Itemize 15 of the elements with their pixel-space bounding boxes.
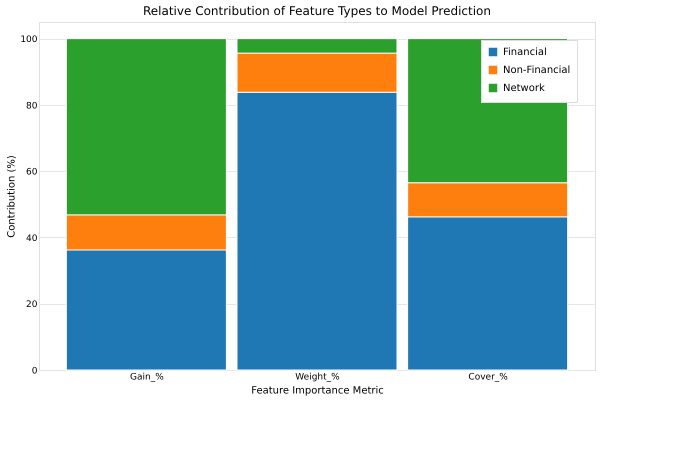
x-axis-title: Feature Importance Metric (251, 386, 384, 396)
chart-title: Relative Contribution of Feature Types to Model Prediction (142, 4, 492, 18)
x-tick-label: Cover_% (468, 372, 508, 382)
y-tick-label: 40 (26, 234, 38, 244)
y-axis-title: Contribution (%) (6, 155, 18, 238)
y-tick-label: 20 (26, 300, 38, 310)
x-tick-label: Gain_% (130, 372, 164, 382)
legend-label: Network (503, 83, 545, 94)
y-tick-label: 80 (26, 101, 38, 112)
legend-label: Non-Financial (503, 65, 570, 76)
legend-label: Financial (503, 47, 547, 58)
y-tick-label: 100 (20, 35, 38, 46)
y-tick-label: 60 (26, 168, 38, 178)
x-tick-label: Weight_% (295, 372, 340, 382)
y-tick-label: 0 (32, 366, 38, 376)
